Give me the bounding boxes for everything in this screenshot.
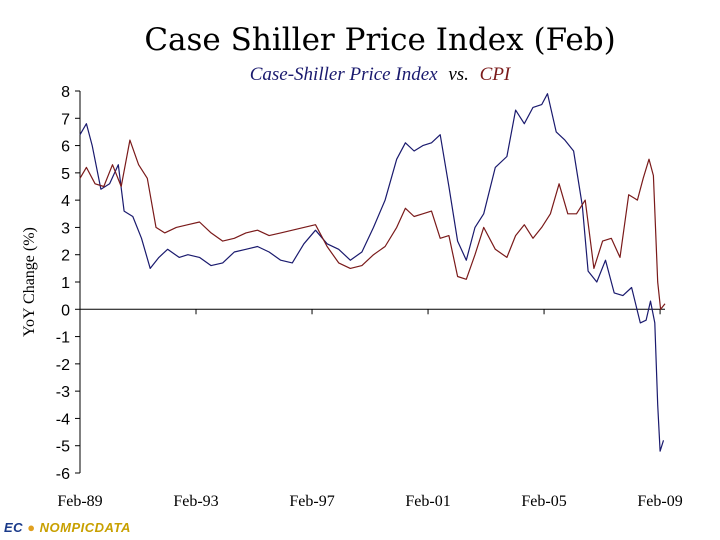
logo-globe-icon: ● xyxy=(27,520,35,535)
y-tick-label: -2 xyxy=(56,357,70,374)
subtitle-series-b: CPI xyxy=(480,64,512,85)
logo-text: EC ● NOMPICDATA xyxy=(4,520,131,535)
y-tick-label: 5 xyxy=(61,166,70,183)
x-tick-label: Feb-05 xyxy=(521,493,566,510)
x-tick-label: Feb-93 xyxy=(173,493,218,510)
subtitle-series-a: Case-Shiller Price Index xyxy=(250,64,438,85)
y-tick-label: -4 xyxy=(56,411,70,428)
chart-subtitle: Case-Shiller Price Index vs. CPI xyxy=(250,64,512,85)
logo-part-b: NOMPICDATA xyxy=(40,520,131,535)
y-axis-label: YoY Change (%) xyxy=(21,227,38,337)
y-tick-label: 6 xyxy=(61,139,70,156)
y-tick-label: 3 xyxy=(61,220,70,237)
y-tick-label: -3 xyxy=(56,384,70,401)
y-tick-label: 8 xyxy=(61,84,70,101)
plot-area: 8 7 6 5 4 3 2 1 0 -1 -2 -3 -4 -5 -6 Feb-89 Feb-93 Feb-97 F… xyxy=(56,84,683,510)
subtitle-vs: vs. xyxy=(448,64,469,85)
site-logo: EC ● NOMPICDATA xyxy=(4,520,131,535)
y-tick-label: 4 xyxy=(61,193,70,210)
x-tick-label: Feb-01 xyxy=(405,493,450,510)
y-tick-label: -6 xyxy=(56,466,70,483)
y-tick-label: 0 xyxy=(61,302,70,319)
y-tick-label: -1 xyxy=(56,330,70,347)
chart-title: Case Shiller Price Index (Feb) xyxy=(144,22,615,58)
series-line-case-shiller xyxy=(79,93,665,452)
y-tick-label: 2 xyxy=(61,248,70,265)
x-tick-label: Feb-89 xyxy=(57,493,102,510)
x-tick-label: Feb-09 xyxy=(637,493,682,510)
logo-part-a: EC xyxy=(4,520,23,535)
x-tick-label: Feb-97 xyxy=(289,493,334,510)
y-tick-label: 1 xyxy=(61,275,70,292)
y-tick-label: -5 xyxy=(56,439,70,456)
series-line-cpi xyxy=(79,139,666,310)
y-tick-label: 7 xyxy=(61,111,70,128)
